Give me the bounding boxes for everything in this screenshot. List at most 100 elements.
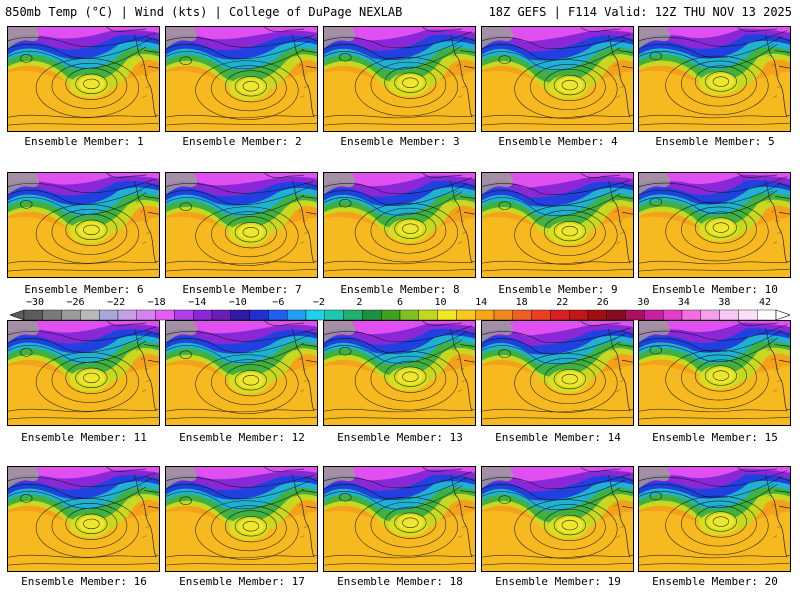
colorbar-swatch xyxy=(738,309,758,321)
colorbar-swatch xyxy=(381,309,401,321)
colorbar-tick-label: 34 xyxy=(677,297,690,308)
colorbar-swatch xyxy=(136,309,156,321)
colorbar-tick-label: 10 xyxy=(434,297,447,308)
colorbar-tick-label: −30 xyxy=(25,297,45,308)
colorbar-swatch xyxy=(493,309,513,321)
colorbar-tick-label: −6 xyxy=(272,297,285,308)
colorbar-swatch xyxy=(362,309,382,321)
colorbar-legend: −30 −26 −22 −18 −14 −10 −6 −2 2 6 10 14 18 22 26 30 34 38… xyxy=(10,297,790,322)
colorbar-tick-label: −2 xyxy=(312,297,325,308)
colorbar-swatch xyxy=(475,309,495,321)
colorbar-tick-label: 2 xyxy=(356,297,363,308)
ensemble-member-label: Ensemble Member: 4 xyxy=(498,135,618,148)
ensemble-map-panel xyxy=(481,172,634,278)
ensemble-member-label: Ensemble Member: 9 xyxy=(498,283,618,296)
colorbar-tick-label: 26 xyxy=(596,297,609,308)
colorbar-swatch xyxy=(531,309,551,321)
ensemble-member-label: Ensemble Member: 3 xyxy=(340,135,460,148)
colorbar-swatch xyxy=(42,309,62,321)
colorbar-swatch xyxy=(757,309,777,321)
ensemble-member-label: Ensemble Member: 5 xyxy=(655,135,775,148)
colorbar-swatch xyxy=(249,309,269,321)
colorbar-swatch xyxy=(174,309,194,321)
colorbar-swatch xyxy=(211,309,231,321)
ensemble-map-panel xyxy=(165,172,318,278)
colorbar-tick-label: 22 xyxy=(556,297,569,308)
colorbar-swatch xyxy=(644,309,664,321)
ensemble-map-panel xyxy=(7,26,160,132)
ensemble-member-label: Ensemble Member: 8 xyxy=(340,283,460,296)
ensemble-map-panel xyxy=(165,320,318,426)
ensemble-member-label: Ensemble Member: 1 xyxy=(24,135,144,148)
colorbar-swatch xyxy=(192,309,213,321)
colorbar-swatch xyxy=(117,309,137,321)
ensemble-map-panel xyxy=(323,466,476,572)
colorbar-swatch xyxy=(719,309,739,321)
colorbar-tick-label: 14 xyxy=(475,297,488,308)
colorbar-tick-label: 30 xyxy=(637,297,650,308)
ensemble-member-label: Ensemble Member: 7 xyxy=(182,283,302,296)
colorbar-swatch xyxy=(61,309,81,321)
colorbar-swatch xyxy=(569,309,589,321)
ensemble-map-panel xyxy=(481,26,634,132)
header: 850mb Temp (°C) | Wind (kts) | College o… xyxy=(0,0,800,22)
colorbar-swatch xyxy=(23,309,43,321)
ensemble-member-label: Ensemble Member: 19 xyxy=(495,575,621,588)
valid-time-title: 18Z GEFS | F114 Valid: 12Z THU NOV 13 20… xyxy=(488,5,792,19)
colorbar-swatch xyxy=(550,309,570,321)
colorbar-tick-label: −22 xyxy=(107,297,126,308)
colorbar-swatch xyxy=(324,309,344,321)
ensemble-map-panel xyxy=(638,466,791,572)
ensemble-map-panel xyxy=(323,320,476,426)
product-title: 850mb Temp (°C) | Wind (kts) | College o… xyxy=(5,5,403,19)
ensemble-map-panel xyxy=(323,26,476,132)
ensemble-member-label: Ensemble Member: 20 xyxy=(652,575,778,588)
colorbar-swatch xyxy=(625,309,645,321)
colorbar-tick-labels: −30 −26 −22 −18 −14 −10 −6 −2 2 6 10 14 18 22 26 30 34 38… xyxy=(10,297,790,309)
ensemble-member-label: Ensemble Member: 2 xyxy=(182,135,302,148)
colorbar-swatch xyxy=(305,309,325,321)
ensemble-map-panel xyxy=(481,466,634,572)
colorbar-swatch xyxy=(268,309,288,321)
colorbar-tick-label: −26 xyxy=(66,297,85,308)
colorbar-swatch xyxy=(418,309,438,321)
ensemble-map-panel xyxy=(165,466,318,572)
colorbar-swatch xyxy=(343,309,363,321)
colorbar-swatch xyxy=(587,309,607,321)
colorbar-tick-label: 6 xyxy=(396,297,404,308)
ensemble-member-label: Ensemble Member: 11 xyxy=(21,431,147,444)
colorbar-tick-label: −18 xyxy=(147,297,166,308)
ensemble-map-panel xyxy=(7,320,160,426)
ensemble-map-panel xyxy=(7,466,160,572)
colorbar-swatch xyxy=(80,309,100,321)
colorbar-swatch xyxy=(700,309,720,321)
colorbar-swatch xyxy=(230,309,250,321)
colorbar-swatch xyxy=(399,309,419,321)
ensemble-map-panel xyxy=(638,320,791,426)
colorbar-bar xyxy=(10,309,790,321)
ensemble-map-panel xyxy=(165,26,318,132)
colorbar-swatch xyxy=(437,309,457,321)
ensemble-member-label: Ensemble Member: 15 xyxy=(652,431,778,444)
colorbar-swatch xyxy=(287,309,307,321)
ensemble-member-label: Ensemble Member: 10 xyxy=(652,283,778,296)
ensemble-member-label: Ensemble Member: 18 xyxy=(337,575,463,588)
colorbar-max-arrow xyxy=(775,309,790,321)
colorbar-tick-label: 42 xyxy=(758,297,772,308)
colorbar-swatch xyxy=(456,309,476,321)
colorbar-swatch xyxy=(663,309,683,321)
colorbar-tick-label: 18 xyxy=(515,297,528,308)
ensemble-member-label: Ensemble Member: 6 xyxy=(24,283,144,296)
colorbar-tick-label: −10 xyxy=(228,297,247,308)
ensemble-member-label: Ensemble Member: 14 xyxy=(495,431,621,444)
ensemble-member-label: Ensemble Member: 12 xyxy=(179,431,305,444)
colorbar-swatch xyxy=(681,309,701,321)
ensemble-map-panel xyxy=(323,172,476,278)
colorbar-swatch xyxy=(512,309,532,321)
ensemble-member-label: Ensemble Member: 17 xyxy=(179,575,305,588)
ensemble-member-label: Ensemble Member: 13 xyxy=(337,431,463,444)
colorbar-tick-label: 38 xyxy=(718,297,731,308)
colorbar-min-arrow xyxy=(10,309,25,321)
colorbar-tick-label: −14 xyxy=(188,297,207,308)
ensemble-map-panel xyxy=(638,26,791,132)
